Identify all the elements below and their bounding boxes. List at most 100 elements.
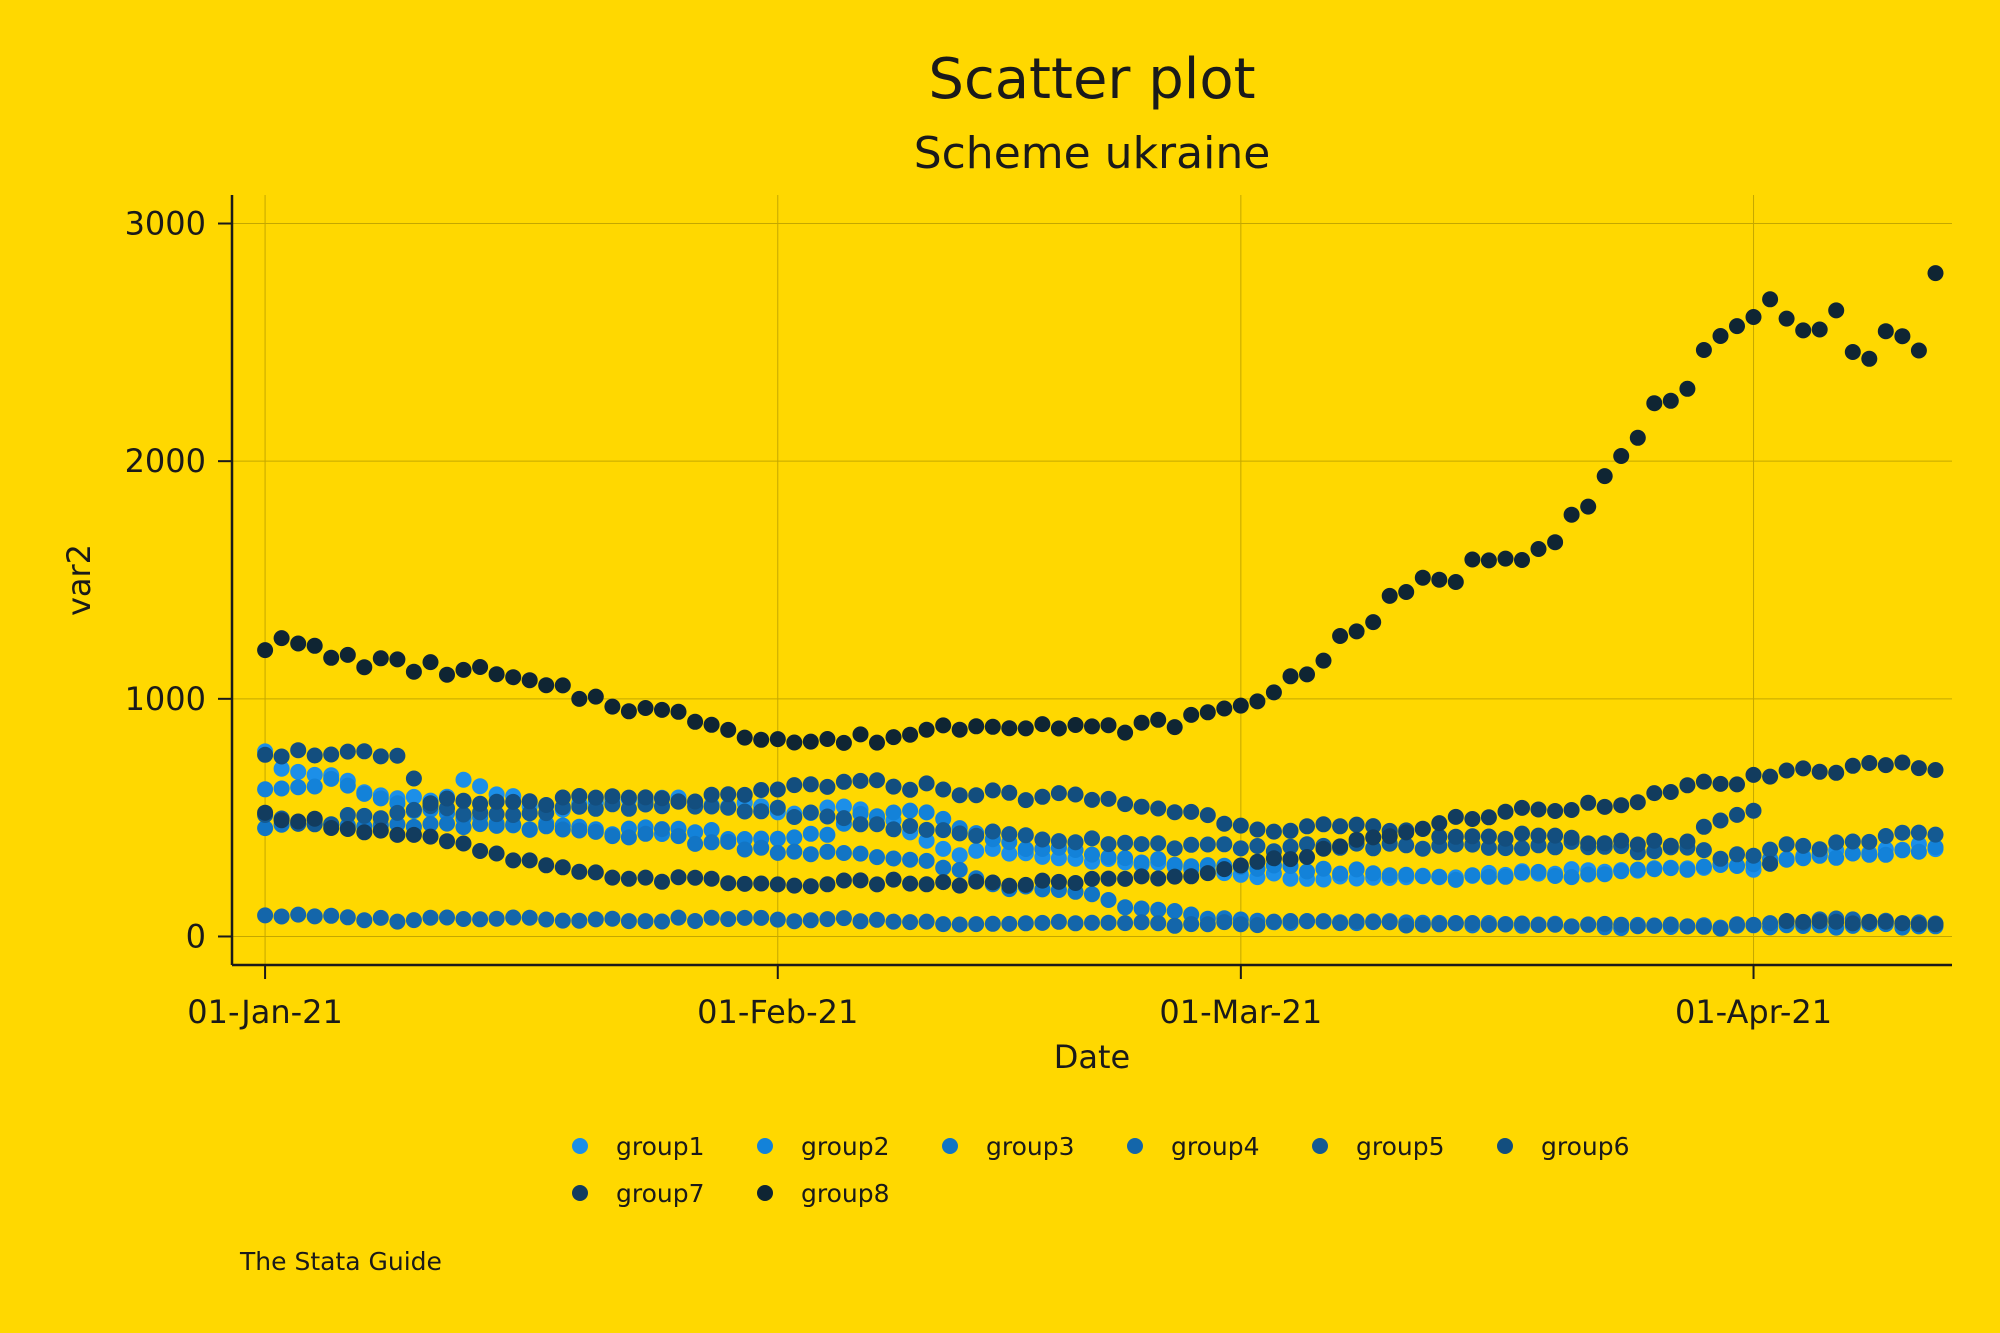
point-group7 [1497,803,1514,820]
point-group5 [1877,828,1894,844]
point-group7 [1464,811,1481,827]
x-axis-label: Date [1054,1038,1130,1076]
point-group4 [1580,916,1597,933]
point-group3 [637,825,654,842]
point-group4 [1017,915,1034,932]
point-group4 [405,912,422,929]
point-group7 [323,820,340,836]
point-group7 [753,875,770,892]
point-group7 [1431,815,1448,832]
point-group7 [488,845,505,862]
point-group6 [439,790,455,807]
point-group8 [786,734,803,751]
point-group7 [968,873,985,890]
legend-label: group2 [801,1132,890,1161]
point-group8 [1877,323,1894,340]
point-group6 [1183,803,1200,820]
point-group7 [1712,775,1729,792]
point-group3 [1084,886,1100,903]
point-group6 [1232,817,1249,834]
point-group3 [852,845,869,862]
point-group4 [1315,913,1332,930]
point-group8 [951,721,968,738]
point-group7 [654,873,670,890]
x-tick-label: 01-Apr-21 [1675,993,1832,1031]
point-group2 [1497,868,1514,885]
point-group3 [538,818,555,835]
point-group8 [505,669,522,686]
point-group5 [1299,836,1315,853]
point-group7 [1265,850,1282,867]
point-group5 [1199,836,1216,853]
point-group7 [306,810,323,827]
point-group4 [1679,918,1696,935]
point-group4 [1150,915,1167,932]
point-group4 [1497,916,1514,933]
point-group4 [1613,916,1630,933]
point-group4 [654,913,670,930]
point-group4 [571,912,588,929]
point-group1 [968,842,985,859]
point-group4 [1100,914,1117,931]
point-group3 [604,828,621,845]
point-group8 [488,666,505,683]
point-group7 [472,843,489,859]
point-group6 [1001,784,1018,801]
point-group8 [1629,429,1646,446]
point-group7 [1381,828,1398,845]
point-group8 [1894,328,1911,345]
point-group6 [1712,812,1729,829]
point-group5 [1183,836,1200,853]
point-group8 [1299,666,1315,683]
point-group8 [1001,720,1018,737]
point-group2 [1662,860,1679,877]
point-group8 [703,716,720,733]
point-group8 [356,659,373,676]
point-group8 [1199,704,1216,721]
point-group6 [918,775,935,792]
point-group7 [802,878,819,895]
point-group4 [703,909,720,926]
point-group8 [1497,550,1514,567]
point-group4 [1117,915,1134,932]
point-group3 [736,841,753,858]
point-group4 [1563,918,1580,935]
point-group4 [554,912,571,929]
point-group8 [984,718,1001,735]
point-group2 [819,826,836,843]
point-group4 [885,913,902,930]
point-group4 [1464,915,1481,931]
point-group6 [372,748,389,765]
point-group6 [472,795,489,812]
point-group1 [455,771,472,788]
point-group6 [1695,818,1712,835]
point-group6 [1365,818,1382,835]
point-group4 [620,913,637,930]
series-group4 [257,906,1944,937]
point-group8 [885,729,902,746]
point-group3 [786,843,803,860]
point-group6 [1662,837,1679,854]
point-group5 [1828,834,1845,851]
point-group4 [1365,914,1382,931]
point-group8 [1034,716,1051,733]
point-group7 [1084,870,1100,887]
point-group3 [587,823,604,840]
point-group7 [604,869,621,886]
point-group5 [372,810,389,827]
point-group4 [372,909,389,926]
chart-title: Scatter plot [928,47,1255,112]
point-group5 [1017,827,1034,844]
point-group7 [1877,757,1894,774]
point-group4 [1199,916,1216,933]
point-group2 [1679,861,1696,878]
point-group4 [687,913,704,929]
point-group2 [290,779,307,796]
point-group7 [1001,877,1018,894]
point-group4 [1381,914,1398,931]
point-group8 [339,646,356,663]
point-group5 [587,800,604,817]
point-group4 [1629,918,1646,935]
point-group7 [422,828,439,845]
point-group8 [1100,717,1117,734]
